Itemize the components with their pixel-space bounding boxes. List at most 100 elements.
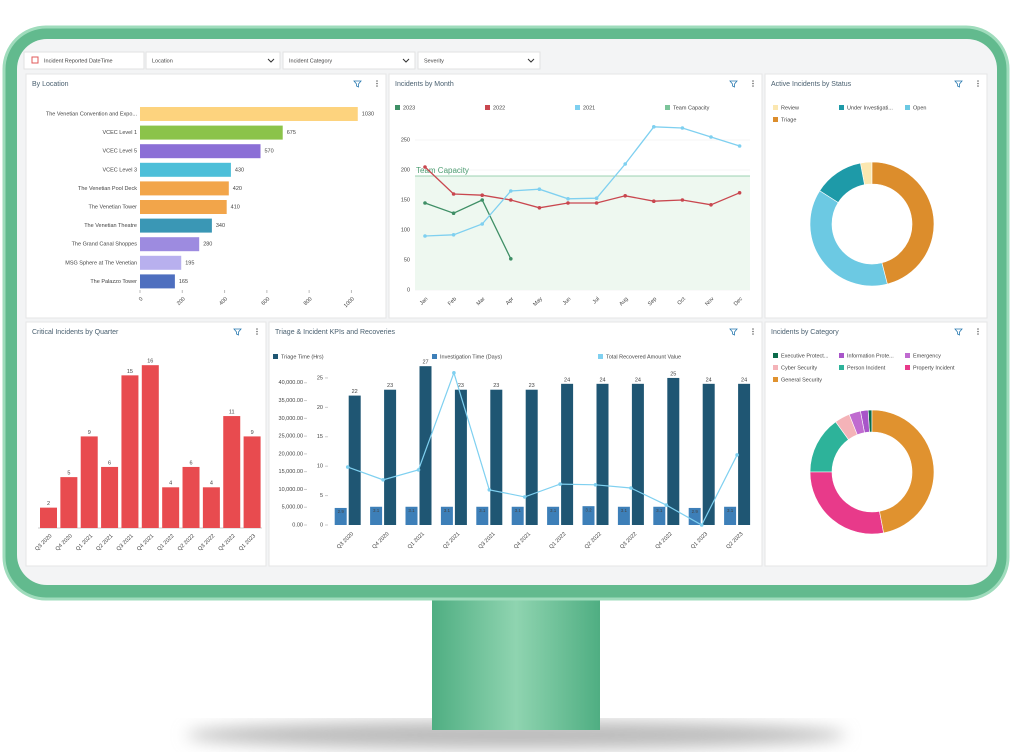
category-label: The Venetian Theatre (84, 223, 137, 229)
menu-icon (752, 328, 754, 330)
filter-icon[interactable] (954, 328, 963, 336)
point (487, 488, 492, 492)
bar (140, 218, 212, 233)
data-label: 5 (67, 471, 70, 477)
filter-dropdown[interactable] (145, 51, 281, 70)
bar (724, 506, 737, 525)
data-label: 165 (179, 279, 188, 285)
data-label: 27 (422, 360, 428, 366)
bar (688, 507, 701, 525)
menu-icon (376, 82, 378, 85)
x-tick-label: Nov (704, 296, 715, 307)
legend-label: Under Investigati... (847, 105, 893, 111)
point (416, 468, 421, 472)
data-label: 4 (169, 481, 172, 487)
legend-label: Open (913, 105, 926, 111)
bar (140, 162, 231, 177)
legend-swatch (485, 105, 490, 110)
filter-icon[interactable] (353, 80, 362, 88)
legend-swatch (575, 105, 580, 110)
x-tick-label: 0 (138, 296, 144, 302)
data-label: 3.1 (515, 508, 522, 513)
legend-swatch (905, 105, 910, 110)
bar (243, 436, 261, 528)
y-tick-label: 15,000.00 (279, 469, 303, 475)
filter-dropdown[interactable] (23, 51, 145, 70)
point (452, 371, 456, 375)
data-label: 1030 (362, 111, 374, 117)
data-label: 16 (147, 359, 153, 365)
x-tick-label: 400 (218, 296, 229, 307)
x-tick-label: Mar (476, 296, 487, 307)
bar (561, 383, 574, 525)
bar (667, 377, 680, 525)
bar (141, 365, 159, 528)
data-label: 23 (458, 383, 464, 389)
data-label: 24 (564, 377, 570, 383)
x-tick-label: 800 (303, 296, 314, 307)
filter-icon[interactable] (729, 328, 738, 336)
legend-label: General Security (781, 377, 822, 383)
filter-icon[interactable] (233, 328, 242, 336)
data-label: 6 (189, 460, 192, 466)
filter-icon[interactable] (954, 80, 963, 88)
panel (268, 321, 763, 567)
legend-label: 2022 (493, 105, 505, 111)
legend-swatch (773, 353, 778, 358)
legend-swatch (773, 105, 778, 110)
legend-label: Total Recovered Amount Value (606, 354, 681, 360)
x-tick-label: 200 (176, 296, 187, 307)
legend-label: Triage (781, 117, 796, 123)
legend-swatch (598, 354, 603, 359)
line-series (424, 126, 740, 237)
legend-swatch (905, 353, 910, 358)
data-label: 3.1 (656, 508, 663, 513)
y2-tick-label: 20 (317, 405, 323, 411)
data-label: 24 (599, 377, 605, 383)
filter-dropdown[interactable] (282, 51, 416, 70)
point (594, 201, 599, 205)
shadow (186, 721, 846, 749)
bar (454, 389, 467, 525)
point (423, 165, 427, 169)
y-tick-label: 0 (407, 287, 410, 293)
y-tick-label: 35,000.00 (279, 398, 303, 404)
point (709, 203, 713, 207)
menu-icon (977, 330, 979, 333)
legend-label: Information Prote... (847, 353, 894, 359)
filter-icon[interactable] (729, 80, 738, 88)
point (509, 198, 513, 202)
dropdown-arrow (267, 58, 275, 63)
data-label: 3.1 (444, 508, 451, 513)
point (737, 191, 742, 195)
x-tick-label: Jul (592, 296, 601, 305)
panel-title: Triage & Incident KPIs and Recoveries (275, 329, 395, 336)
point (423, 201, 427, 205)
x-tick-label: Sep (647, 296, 658, 307)
data-label: 9 (251, 430, 254, 436)
stand (432, 596, 600, 730)
point (451, 192, 456, 196)
bar (490, 389, 503, 525)
legend-label: Person Incident (847, 365, 886, 371)
legend-swatch (395, 105, 400, 110)
point (509, 257, 513, 261)
y2-tick-label: 10 (317, 464, 323, 470)
category-label: The Grand Canal Shoppes (72, 242, 138, 248)
menu-icon (752, 82, 754, 85)
filter-dropdown[interactable] (417, 51, 541, 70)
point (451, 233, 456, 237)
bar (40, 507, 57, 528)
menu-icon (977, 328, 979, 330)
panel-title: By Location (32, 81, 69, 88)
bar (631, 383, 644, 525)
capacity-label: Team Capacity (416, 166, 469, 175)
menu-icon (752, 80, 754, 82)
bar (121, 375, 139, 528)
data-label: 22 (352, 389, 358, 395)
category-label: VCEC Level 3 (102, 167, 137, 173)
menu-icon (376, 80, 378, 82)
y-tick-label: 5,000.00 (282, 505, 303, 511)
bar (140, 274, 175, 289)
bar (440, 506, 453, 525)
